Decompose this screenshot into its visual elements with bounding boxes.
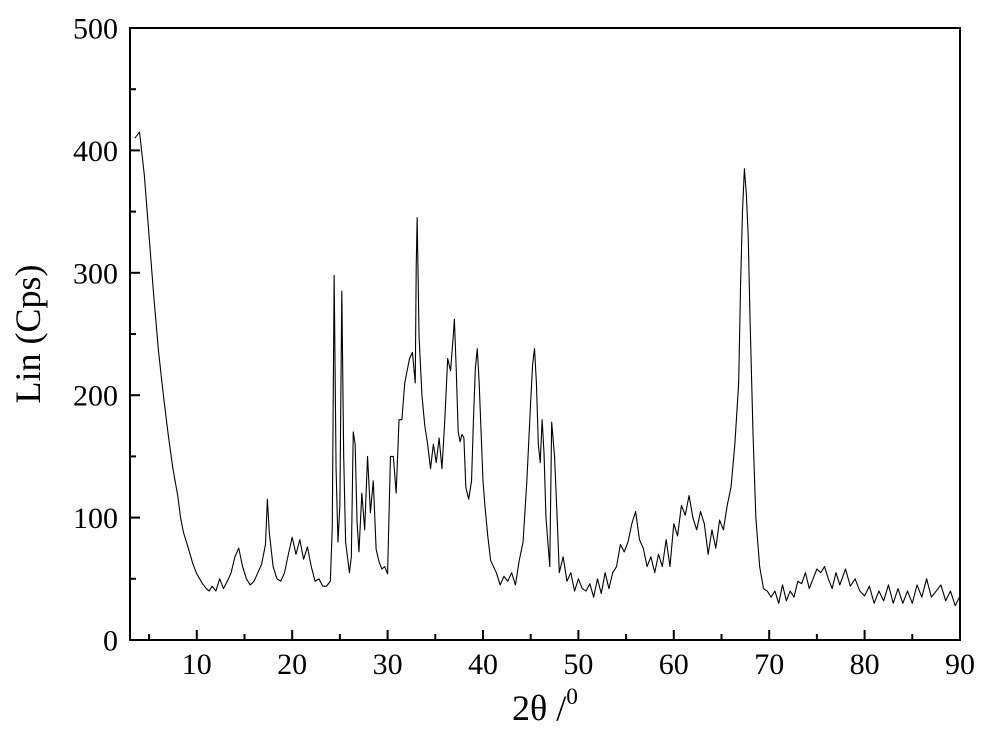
x-tick-label: 50 (563, 648, 593, 681)
x-axis-label: 2θ /0 (512, 684, 578, 728)
y-axis-label: Lin (Cps) (8, 265, 48, 404)
y-tick-label: 300 (73, 257, 118, 290)
y-tick-label: 200 (73, 380, 118, 413)
y-tick-label: 100 (73, 502, 118, 535)
x-tick-label: 10 (182, 648, 212, 681)
y-tick-label: 500 (73, 13, 118, 46)
y-tick-label: 400 (73, 135, 118, 168)
x-tick-label: 20 (277, 648, 307, 681)
x-tick-label: 30 (373, 648, 403, 681)
x-tick-label: 40 (468, 648, 498, 681)
x-tick-label: 90 (945, 648, 975, 681)
plot-frame (130, 28, 960, 640)
x-tick-label: 60 (659, 648, 689, 681)
series-xrd-pattern (135, 132, 960, 606)
x-tick-label: 70 (754, 648, 784, 681)
chart-svg: 10 20 30 40 50 60 70 80 90 0 100 200 300 400 500 Lin (C… (0, 0, 1000, 737)
xrd-chart: 10 20 30 40 50 60 70 80 90 0 100 200 300 400 500 Lin (C… (0, 0, 1000, 737)
y-tick-label: 0 (103, 625, 118, 658)
x-tick-label: 80 (850, 648, 880, 681)
